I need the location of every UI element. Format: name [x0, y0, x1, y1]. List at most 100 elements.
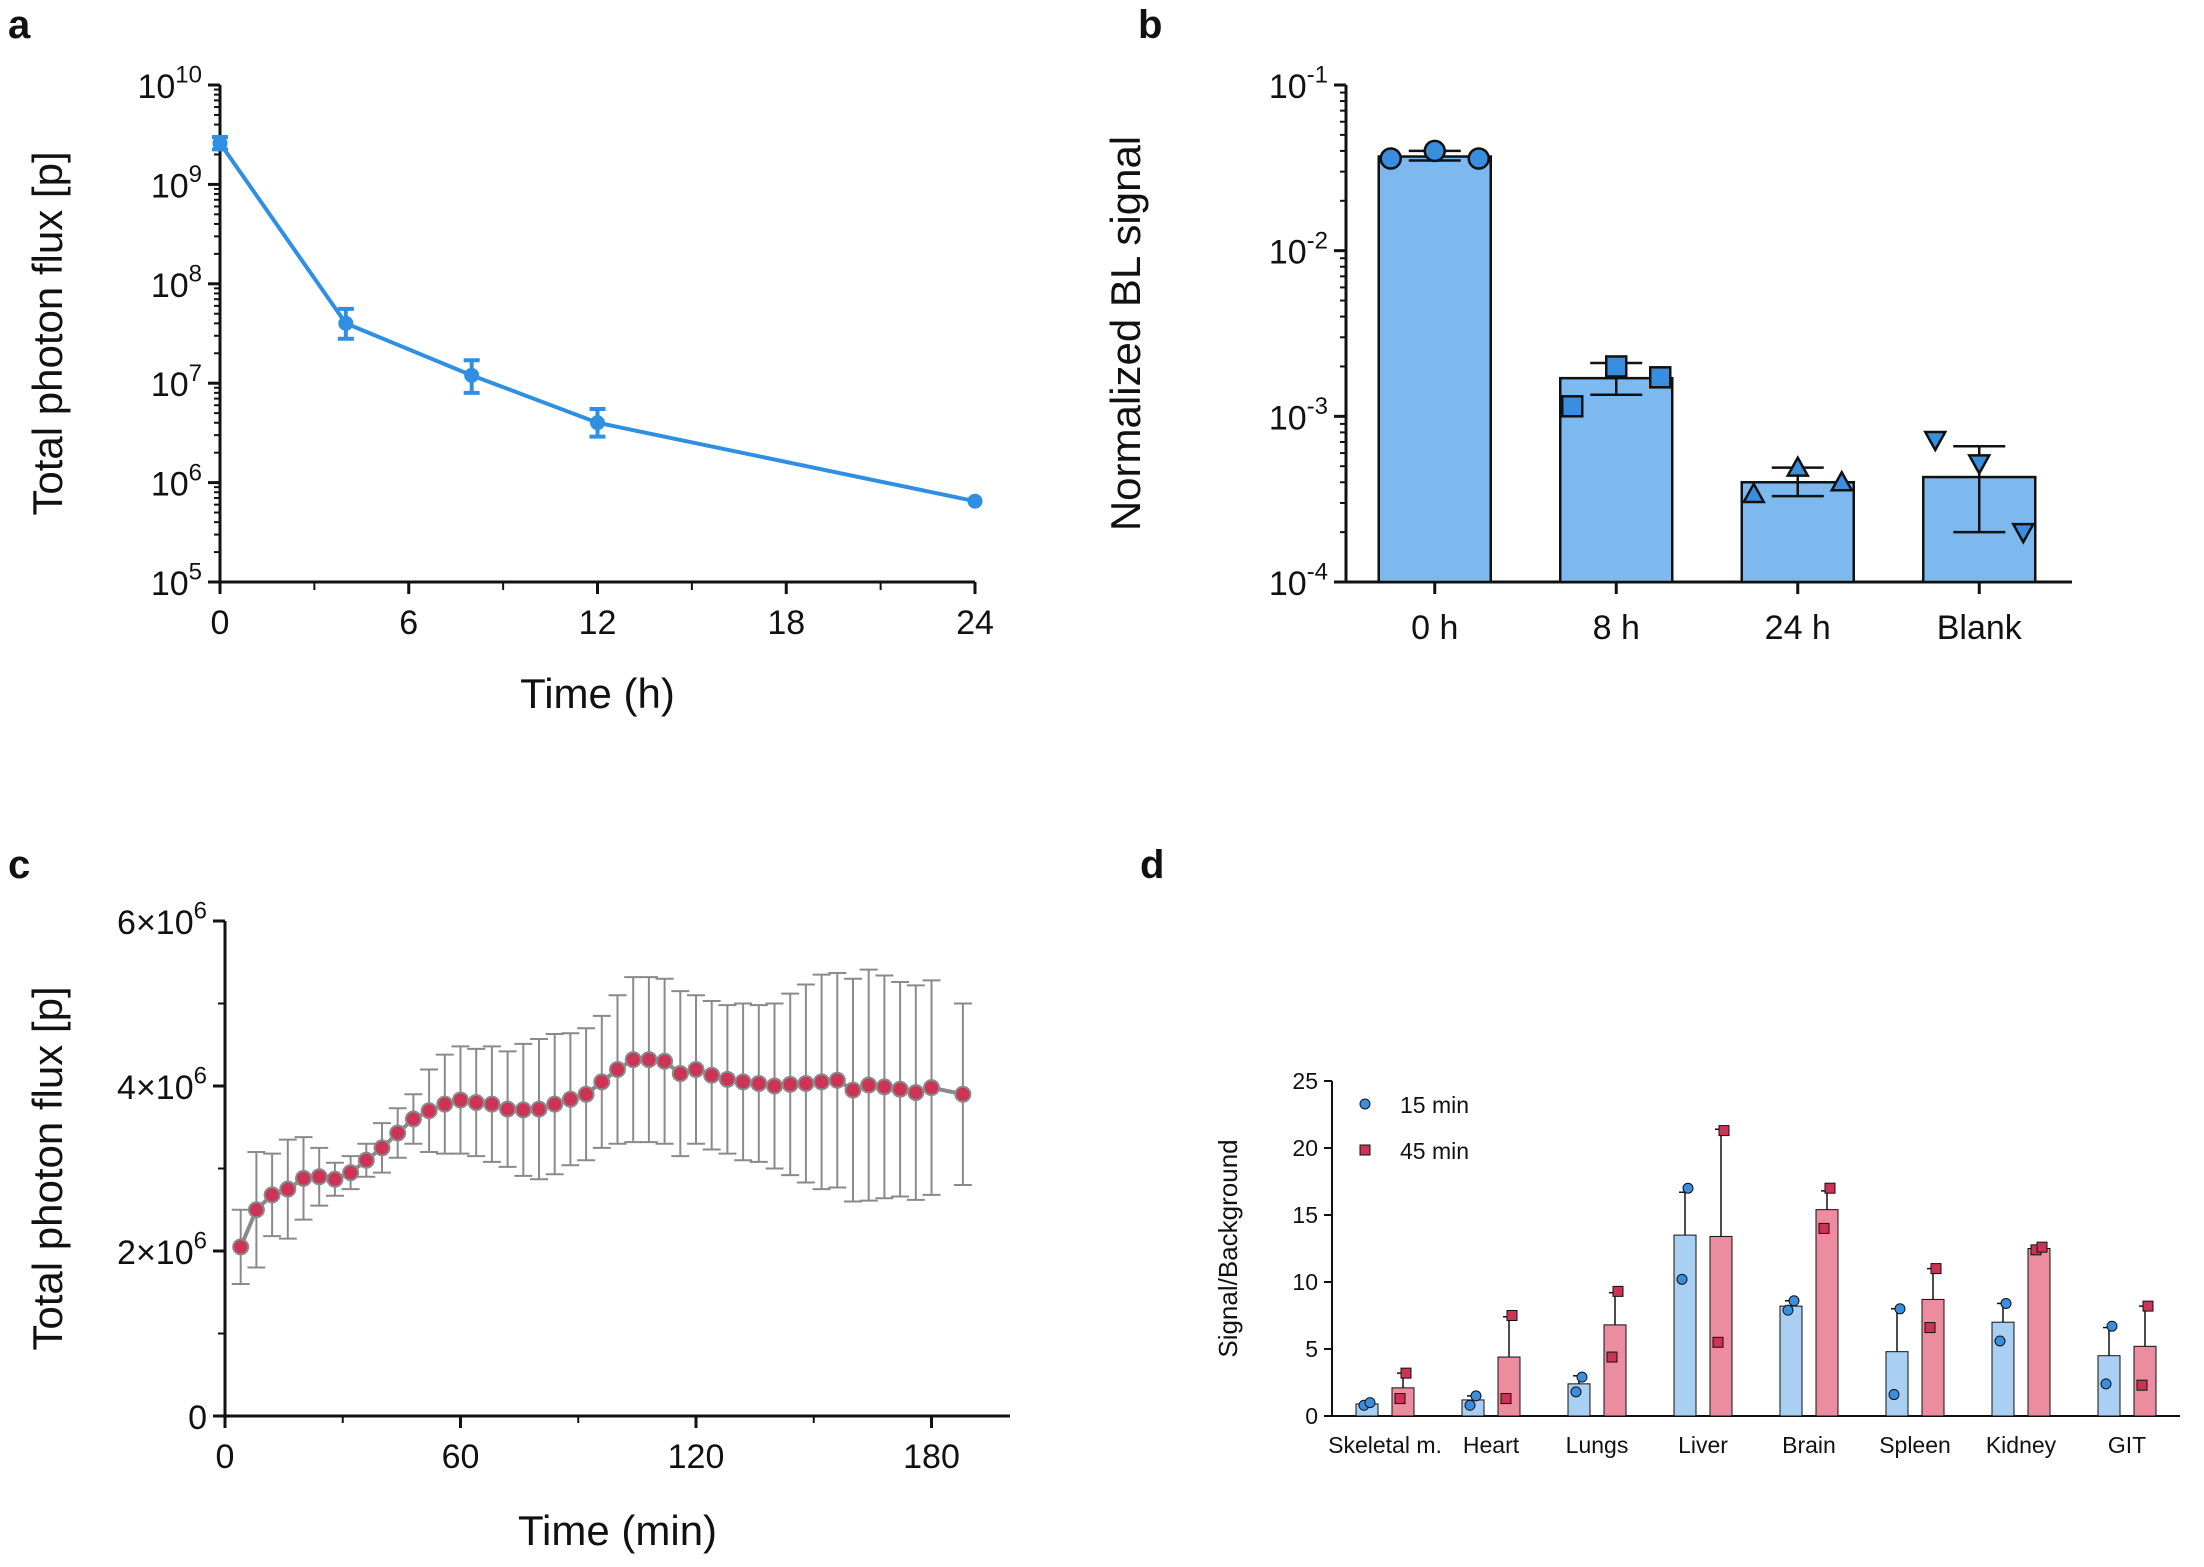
bar [1709, 1235, 1733, 1417]
data-point [1606, 1351, 1618, 1363]
data-point [212, 135, 228, 151]
data-point [1500, 1393, 1512, 1405]
data-point [546, 1095, 564, 1113]
data-point [464, 367, 480, 383]
data-point [718, 1070, 736, 1088]
x-axis-title: Time (min) [518, 1507, 717, 1554]
y-tick-label: 108 [151, 261, 202, 305]
x-tick-label: Liver [1678, 1432, 1728, 1458]
data-point [954, 1085, 972, 1103]
data-point [1682, 1182, 1694, 1194]
data-point [1741, 481, 1766, 504]
data-point [1379, 147, 1402, 170]
data-point [671, 1065, 689, 1083]
data-point [781, 1075, 799, 1093]
x-tick-label: 12 [579, 604, 617, 642]
x-tick-label: 0 [216, 1438, 235, 1476]
data-point [1888, 1389, 1900, 1401]
data-point [656, 1052, 674, 1070]
data-point [844, 1081, 862, 1099]
x-tick-label: 24 [956, 604, 994, 642]
y-tick-label: 109 [151, 161, 202, 205]
data-point [1894, 1303, 1906, 1315]
data-point [1967, 454, 1992, 476]
data-point [1561, 395, 1584, 418]
data-point [1470, 1390, 1482, 1402]
y-tick-label: 25 [1292, 1068, 1318, 1094]
bar [1377, 155, 1492, 584]
data-point [1785, 455, 1810, 477]
data-point [483, 1095, 501, 1113]
y-tick-label: 0 [188, 1399, 207, 1437]
data-point [404, 1110, 422, 1128]
data-point [828, 1071, 846, 1089]
data-point [1394, 1393, 1406, 1405]
data-point [1423, 139, 1446, 163]
data-point [452, 1091, 469, 1109]
error-bar [1891, 1308, 1903, 1352]
data-point [561, 1090, 579, 1108]
x-tick-label: 0 h [1411, 609, 1458, 647]
chart-c: 0 2×106 4×106 6×106 0 60 120 180 Time (min) Total… [24, 898, 1010, 1554]
chart-b: 10-4 10-3 10-2 10-1 Normalized BL signal 0 h 8… [1102, 62, 2072, 647]
y-axis-title: Total photon flux [p] [24, 986, 71, 1350]
y-tick-label: 107 [151, 360, 202, 404]
data-point [797, 1075, 815, 1093]
data-point [875, 1078, 893, 1096]
data-point [766, 1077, 783, 1095]
data-point [232, 1238, 250, 1256]
data-point [1824, 1182, 1836, 1194]
data-point [2000, 1297, 2012, 1309]
data-point [1612, 1285, 1624, 1297]
x-tick-label: GIT [2108, 1432, 2146, 1458]
x-tick-label: Blank [1937, 609, 2023, 647]
data-point [640, 1051, 658, 1069]
y-tick-label: 6×106 [117, 898, 207, 942]
data-point [499, 1100, 517, 1118]
x-tick-label: Brain [1782, 1432, 1836, 1458]
legend: 15 min 45 min [1359, 1092, 1469, 1164]
data-point [247, 1201, 265, 1219]
y-tick-label: 105 [151, 559, 202, 603]
x-tick-label: 120 [668, 1438, 725, 1476]
data-point [1923, 430, 1948, 453]
data-point [891, 1080, 909, 1098]
data-point [2142, 1300, 2154, 1312]
data-point [1712, 1336, 1724, 1348]
data-point [593, 1073, 611, 1091]
data-point [1464, 1399, 1476, 1411]
y-tick-label: 1010 [137, 62, 202, 106]
data-point [1829, 469, 1854, 492]
y-axis-title: Total photon flux [p] [24, 151, 71, 515]
data-point [338, 315, 354, 331]
data-point [2011, 522, 2036, 545]
data-point [1676, 1273, 1688, 1285]
series-line [218, 142, 976, 504]
data-point [279, 1180, 297, 1198]
x-tick-label: Heart [1463, 1432, 1520, 1458]
error-bar [2103, 1326, 2115, 1356]
y-tick-label: 20 [1292, 1135, 1318, 1161]
x-tick-label: 8 h [1593, 609, 1640, 647]
data-point [1364, 1397, 1376, 1409]
error-bar [1715, 1128, 1727, 1237]
x-tick-label: 24 h [1765, 609, 1831, 647]
y-tick-label: 10-1 [1269, 62, 1328, 106]
data-point [1782, 1304, 1794, 1316]
data-point [2036, 1241, 2048, 1253]
legend-label-45min: 45 min [1400, 1138, 1469, 1164]
bar [1991, 1321, 2015, 1417]
data-point [326, 1170, 344, 1188]
data-point [1818, 1222, 1830, 1234]
x-tick-label: 0 [211, 604, 230, 642]
legend-marker-45min [1359, 1144, 1371, 1156]
data-point [420, 1102, 438, 1120]
data-point [923, 1079, 940, 1097]
legend-marker-15min [1359, 1098, 1371, 1110]
y-tick-label: 10 [1292, 1269, 1318, 1295]
data-point [967, 493, 983, 509]
data-point [2100, 1378, 2112, 1390]
data-point [389, 1124, 407, 1142]
data-point [1570, 1386, 1582, 1398]
